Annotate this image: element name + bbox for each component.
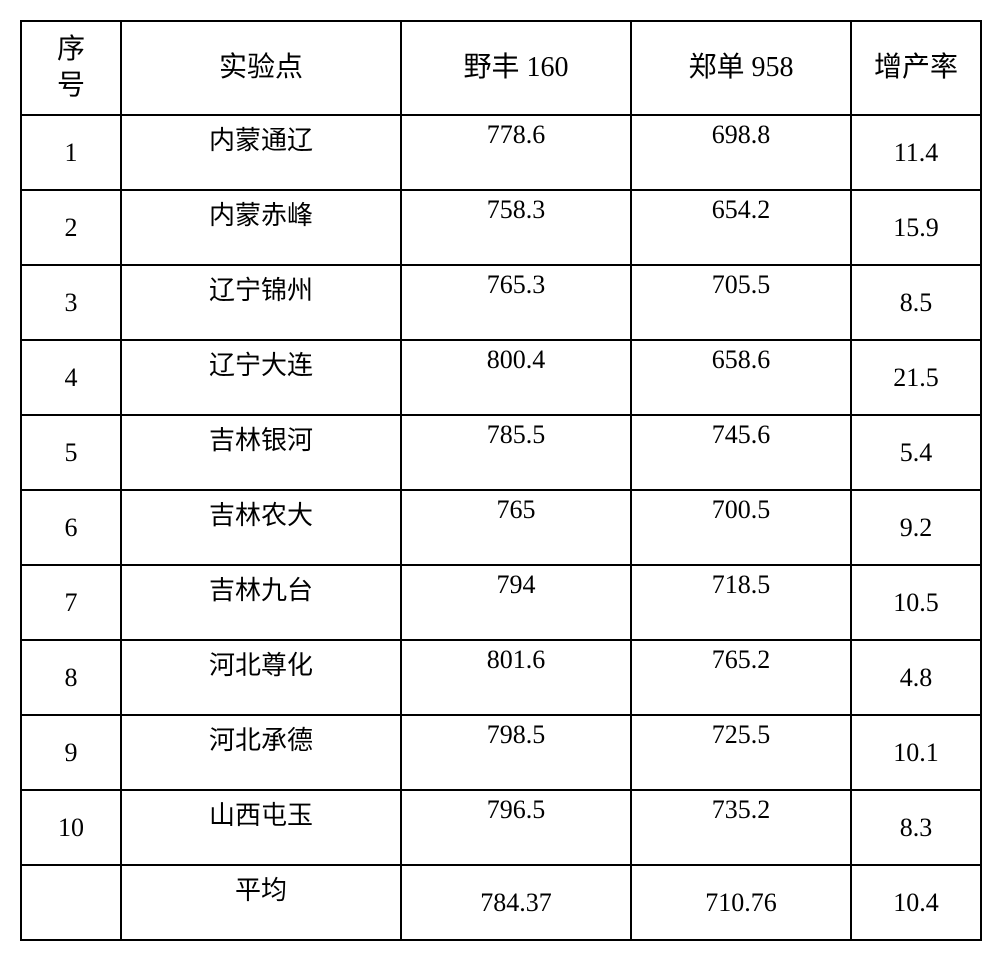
table-row: 8 河北尊化 801.6 765.2 4.8 — [21, 640, 981, 715]
cell-seq: 7 — [21, 565, 121, 640]
cell-v2: 718.5 — [631, 565, 851, 640]
cell-rate: 10.1 — [851, 715, 981, 790]
cell-site: 河北尊化 — [121, 640, 401, 715]
cell-v2: 700.5 — [631, 490, 851, 565]
cell-v2: 725.5 — [631, 715, 851, 790]
col-header-rate: 增产率 — [851, 21, 981, 115]
cell-site: 吉林九台 — [121, 565, 401, 640]
yield-comparison-table: 序号 实验点 野丰 160 郑单 958 增产率 1 内蒙通辽 778.6 69… — [20, 20, 982, 941]
cell-site: 吉林银河 — [121, 415, 401, 490]
cell-site: 平均 — [121, 865, 401, 940]
table-footer-row: 平均 784.37 710.76 10.4 — [21, 865, 981, 940]
cell-seq: 9 — [21, 715, 121, 790]
cell-seq: 10 — [21, 790, 121, 865]
cell-rate: 15.9 — [851, 190, 981, 265]
table-row: 2 内蒙赤峰 758.3 654.2 15.9 — [21, 190, 981, 265]
cell-v2: 658.6 — [631, 340, 851, 415]
cell-v1: 778.6 — [401, 115, 631, 190]
cell-v1: 784.37 — [401, 865, 631, 940]
table-header-row: 序号 实验点 野丰 160 郑单 958 增产率 — [21, 21, 981, 115]
cell-v1: 800.4 — [401, 340, 631, 415]
col-header-site: 实验点 — [121, 21, 401, 115]
table-body: 1 内蒙通辽 778.6 698.8 11.4 2 内蒙赤峰 758.3 654… — [21, 115, 981, 940]
table-row: 4 辽宁大连 800.4 658.6 21.5 — [21, 340, 981, 415]
cell-v2: 765.2 — [631, 640, 851, 715]
table-row: 10 山西屯玉 796.5 735.2 8.3 — [21, 790, 981, 865]
table-row: 1 内蒙通辽 778.6 698.8 11.4 — [21, 115, 981, 190]
cell-v1: 785.5 — [401, 415, 631, 490]
cell-v2: 698.8 — [631, 115, 851, 190]
cell-v1: 801.6 — [401, 640, 631, 715]
cell-seq: 8 — [21, 640, 121, 715]
cell-rate: 9.2 — [851, 490, 981, 565]
cell-site: 内蒙通辽 — [121, 115, 401, 190]
cell-v2: 735.2 — [631, 790, 851, 865]
cell-seq: 4 — [21, 340, 121, 415]
cell-seq: 6 — [21, 490, 121, 565]
cell-v2: 745.6 — [631, 415, 851, 490]
cell-v1: 794 — [401, 565, 631, 640]
cell-v1: 765.3 — [401, 265, 631, 340]
cell-site: 内蒙赤峰 — [121, 190, 401, 265]
cell-site: 山西屯玉 — [121, 790, 401, 865]
cell-rate: 11.4 — [851, 115, 981, 190]
col-header-v2: 郑单 958 — [631, 21, 851, 115]
table-row: 7 吉林九台 794 718.5 10.5 — [21, 565, 981, 640]
cell-v1: 765 — [401, 490, 631, 565]
cell-seq: 1 — [21, 115, 121, 190]
cell-site: 吉林农大 — [121, 490, 401, 565]
cell-rate: 10.4 — [851, 865, 981, 940]
table-row: 6 吉林农大 765 700.5 9.2 — [21, 490, 981, 565]
cell-v1: 796.5 — [401, 790, 631, 865]
cell-v2: 710.76 — [631, 865, 851, 940]
cell-v2: 705.5 — [631, 265, 851, 340]
cell-seq: 3 — [21, 265, 121, 340]
cell-site: 辽宁大连 — [121, 340, 401, 415]
cell-site: 河北承德 — [121, 715, 401, 790]
cell-v2: 654.2 — [631, 190, 851, 265]
cell-rate: 21.5 — [851, 340, 981, 415]
table-row: 9 河北承德 798.5 725.5 10.1 — [21, 715, 981, 790]
cell-rate: 4.8 — [851, 640, 981, 715]
cell-seq: 5 — [21, 415, 121, 490]
col-header-seq: 序号 — [21, 21, 121, 115]
cell-rate: 10.5 — [851, 565, 981, 640]
cell-seq — [21, 865, 121, 940]
cell-seq: 2 — [21, 190, 121, 265]
col-header-v1: 野丰 160 — [401, 21, 631, 115]
cell-v1: 758.3 — [401, 190, 631, 265]
table-row: 3 辽宁锦州 765.3 705.5 8.5 — [21, 265, 981, 340]
cell-v1: 798.5 — [401, 715, 631, 790]
cell-rate: 8.5 — [851, 265, 981, 340]
cell-site: 辽宁锦州 — [121, 265, 401, 340]
cell-rate: 5.4 — [851, 415, 981, 490]
table-row: 5 吉林银河 785.5 745.6 5.4 — [21, 415, 981, 490]
cell-rate: 8.3 — [851, 790, 981, 865]
